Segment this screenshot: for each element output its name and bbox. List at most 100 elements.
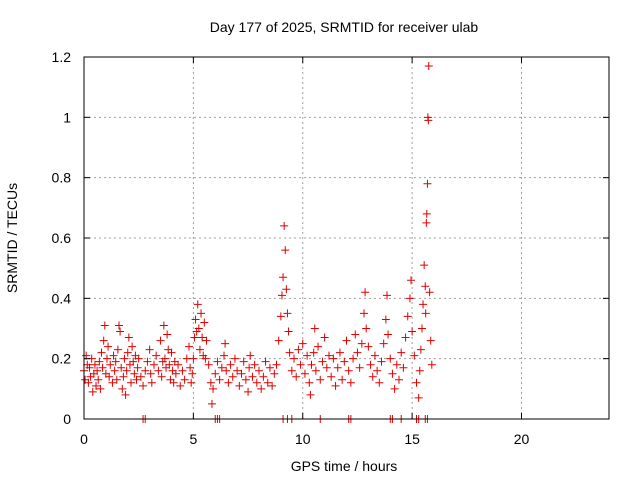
data-point bbox=[268, 381, 277, 390]
data-point bbox=[384, 330, 393, 339]
data-point bbox=[156, 336, 165, 345]
data-point bbox=[386, 354, 395, 363]
data-point bbox=[221, 339, 230, 348]
data-point bbox=[97, 348, 106, 357]
data-point bbox=[228, 372, 237, 381]
x-tick-label: 15 bbox=[404, 431, 420, 447]
data-point bbox=[110, 366, 119, 375]
data-point bbox=[370, 351, 379, 360]
data-point bbox=[246, 351, 255, 360]
data-point bbox=[342, 336, 351, 345]
ticks bbox=[83, 56, 609, 420]
data-point bbox=[309, 348, 318, 357]
data-point bbox=[294, 345, 303, 354]
data-point bbox=[405, 294, 414, 303]
data-point bbox=[283, 309, 292, 318]
data-point bbox=[303, 351, 312, 360]
data-point bbox=[346, 378, 355, 387]
data-point bbox=[421, 309, 430, 318]
data-point bbox=[152, 351, 161, 360]
x-tick-label: 10 bbox=[295, 431, 311, 447]
data-point bbox=[419, 300, 428, 309]
data-point bbox=[233, 366, 242, 375]
data-point bbox=[90, 360, 99, 369]
data-point bbox=[116, 327, 125, 336]
data-point bbox=[200, 318, 209, 327]
data-point bbox=[379, 339, 388, 348]
data-point bbox=[427, 360, 436, 369]
data-point bbox=[201, 354, 210, 363]
y-tick-label: 0 bbox=[63, 411, 71, 427]
data-points bbox=[80, 62, 436, 423]
data-point bbox=[257, 384, 266, 393]
y-tick-label: 1 bbox=[63, 109, 71, 125]
data-point bbox=[132, 375, 141, 384]
data-point bbox=[129, 357, 138, 366]
data-point bbox=[85, 363, 94, 372]
data-point bbox=[191, 315, 200, 324]
data-point bbox=[109, 351, 118, 360]
data-point bbox=[281, 246, 290, 255]
data-point bbox=[305, 378, 314, 387]
data-point bbox=[307, 360, 316, 369]
data-point bbox=[274, 336, 283, 345]
data-point bbox=[95, 357, 104, 366]
data-point bbox=[113, 345, 122, 354]
data-point bbox=[397, 348, 406, 357]
data-point bbox=[255, 366, 263, 375]
data-point bbox=[154, 366, 163, 375]
data-point bbox=[377, 357, 386, 366]
data-point bbox=[160, 354, 169, 363]
data-point bbox=[241, 375, 250, 384]
data-point bbox=[318, 357, 327, 366]
data-point bbox=[417, 324, 426, 333]
data-point bbox=[248, 372, 257, 381]
y-axis-label: SRMTID / TECUs bbox=[4, 183, 20, 293]
data-point bbox=[157, 372, 166, 381]
data-point bbox=[239, 357, 248, 366]
data-point bbox=[388, 369, 397, 378]
data-point bbox=[159, 321, 168, 330]
data-point bbox=[338, 375, 347, 384]
data-point bbox=[220, 351, 228, 360]
data-point bbox=[403, 312, 412, 321]
data-point bbox=[197, 309, 206, 318]
data-point bbox=[340, 357, 349, 366]
data-point bbox=[202, 336, 211, 345]
data-point bbox=[93, 366, 102, 375]
data-point bbox=[193, 300, 202, 309]
data-point bbox=[329, 354, 338, 363]
data-point bbox=[422, 209, 431, 218]
data-point bbox=[296, 360, 305, 369]
data-point bbox=[88, 387, 97, 396]
data-point bbox=[252, 378, 261, 387]
data-point bbox=[106, 360, 115, 369]
data-point bbox=[349, 354, 358, 363]
data-point bbox=[143, 357, 152, 366]
data-point bbox=[194, 324, 203, 333]
data-point bbox=[108, 378, 117, 387]
data-point bbox=[311, 366, 320, 375]
data-point bbox=[416, 345, 425, 354]
data-point bbox=[420, 261, 429, 270]
data-point bbox=[284, 327, 293, 336]
data-point bbox=[100, 321, 109, 330]
data-point bbox=[111, 357, 120, 366]
data-point bbox=[128, 342, 137, 351]
data-point bbox=[290, 354, 298, 363]
data-point bbox=[263, 378, 272, 387]
data-point bbox=[150, 360, 158, 369]
data-point bbox=[230, 354, 239, 363]
data-point bbox=[134, 354, 143, 363]
data-point bbox=[399, 363, 408, 372]
data-point bbox=[300, 369, 309, 378]
data-point bbox=[298, 339, 307, 348]
data-point bbox=[104, 342, 113, 351]
data-point bbox=[130, 369, 139, 378]
data-point bbox=[368, 372, 377, 381]
data-point bbox=[344, 366, 353, 375]
data-point bbox=[292, 372, 301, 381]
data-point bbox=[174, 360, 183, 369]
x-tick-labels: 0 5 10 15 20 bbox=[80, 431, 529, 447]
